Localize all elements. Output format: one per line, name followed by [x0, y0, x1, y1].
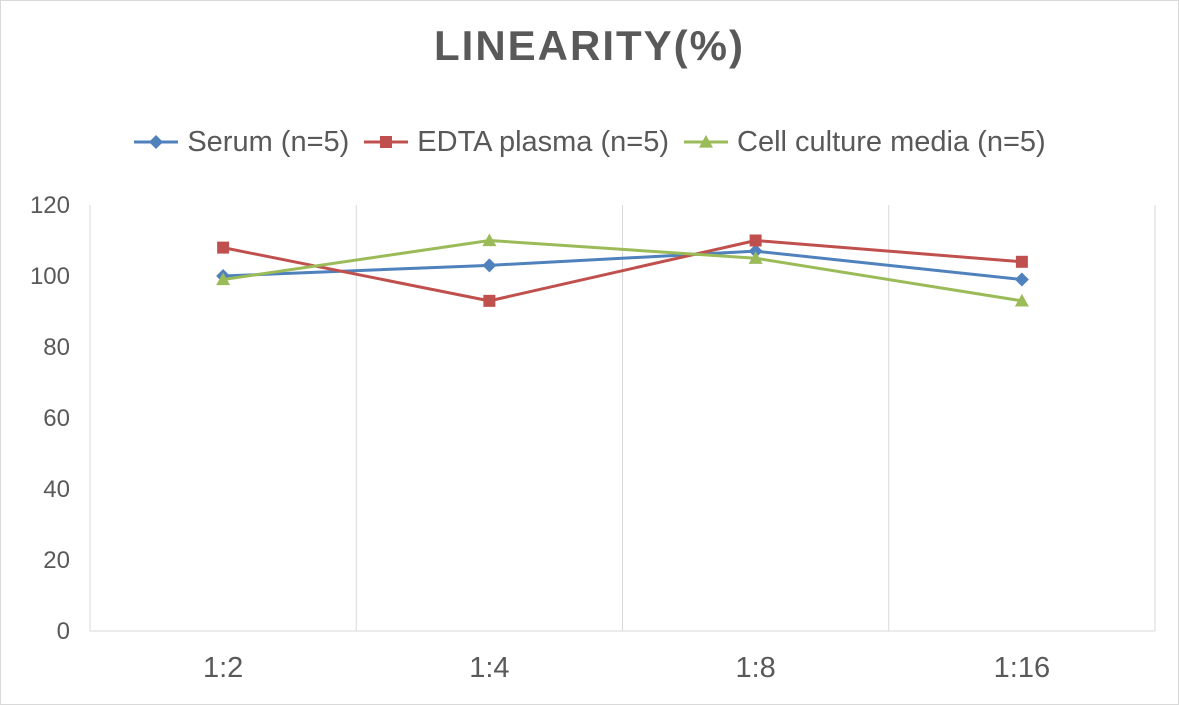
y-tick-label: 60 — [43, 405, 70, 432]
legend-label: Serum (n=5) — [187, 125, 350, 158]
legend-marker — [380, 136, 393, 148]
legend-marker — [149, 135, 164, 149]
series-line-1 — [223, 249, 1023, 282]
legend-item-1: Serum (n=5) — [133, 126, 349, 159]
legend-swatch-1 — [134, 135, 179, 149]
y-tick-label: 80 — [43, 334, 70, 361]
data-point-series-2 — [217, 241, 230, 254]
data-point-series-1 — [1014, 272, 1029, 287]
series-line-2 — [222, 239, 1022, 303]
series-line-3 — [222, 239, 1023, 303]
data-point-series-2 — [749, 234, 762, 247]
data-point-series-2 — [483, 294, 496, 307]
data-point-series-3 — [216, 272, 231, 286]
x-tick-label: 1:4 — [469, 652, 509, 684]
y-tick-label: 20 — [43, 547, 70, 574]
x-tick-label: 1:8 — [735, 652, 775, 684]
legend-marker — [699, 135, 713, 148]
x-tick-label: 1:2 — [203, 652, 243, 684]
legend-label: EDTA plasma (n=5) — [417, 125, 669, 158]
legend-swatch-2 — [364, 136, 409, 148]
data-point-series-3 — [748, 251, 763, 264]
chart-title: LINEARITY(%) — [434, 22, 745, 69]
legend-label: Cell culture media (n=5) — [737, 125, 1046, 158]
y-tick-label: 0 — [57, 618, 70, 645]
data-point-series-1 — [748, 244, 763, 259]
legend-swatch-3 — [684, 135, 728, 148]
legend-item-3: Cell culture media (n=5) — [683, 126, 1046, 159]
chart-legend: Serum (n=5) EDTA plasma (n=5) Cell culture… — [0, 122, 1179, 162]
data-point-series-3 — [482, 233, 497, 247]
y-tick-label: 120 — [30, 192, 70, 219]
legend-item-2: EDTA plasma (n=5) — [363, 126, 669, 159]
x-tick-label: 1:16 — [994, 652, 1050, 684]
data-point-series-3 — [1014, 293, 1029, 307]
data-point-series-1 — [482, 258, 497, 273]
data-point-series-2 — [1015, 255, 1028, 268]
y-tick-label: 100 — [30, 263, 70, 290]
y-tick-label: 40 — [43, 476, 70, 503]
